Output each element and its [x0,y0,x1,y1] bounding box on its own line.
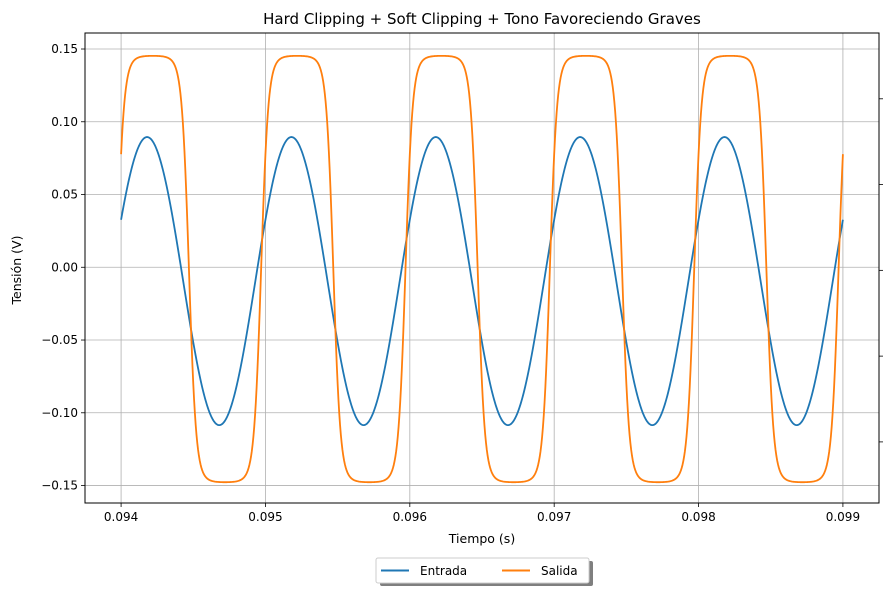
legend-entry-entrada-label: Entrada [420,564,467,578]
x-tick-label: 0.094 [104,510,138,524]
series-line-entrada [120,136,844,427]
y-tick-label: 0.05 [51,188,78,202]
legend-entry-salida-label: Salida [541,564,578,578]
y-tick-label: 0.15 [51,42,78,56]
grid [85,33,879,503]
plot-frame [84,32,880,504]
right-axis-ticks [879,98,883,443]
x-tick-label: 0.099 [826,510,860,524]
y-tick-label: −0.15 [41,479,78,493]
x-tick-label: 0.095 [248,510,282,524]
y-tick-label: 0.00 [51,260,78,274]
x-tick-label: 0.096 [393,510,427,524]
y-axis-title: Tensión (V) [9,236,24,306]
ticks: 0.094 0.095 0.096 0.097 0.098 0.099 0.15 0.10 0.… [41,42,860,524]
legend-box [375,557,590,584]
y-tick-label: 0.10 [51,115,78,129]
y-tick-label: −0.05 [41,333,78,347]
x-axis-title: Tiempo (s) [448,531,515,546]
x-tick-label: 0.098 [681,510,715,524]
legend: Entrada Salida [375,557,593,586]
y-tick-label: −0.10 [41,406,78,420]
chart-title: Hard Clipping + Soft Clipping + Tono Fav… [263,10,701,28]
series-lines [120,54,844,484]
x-tick-label: 0.097 [537,510,571,524]
series-line-salida [120,54,844,484]
